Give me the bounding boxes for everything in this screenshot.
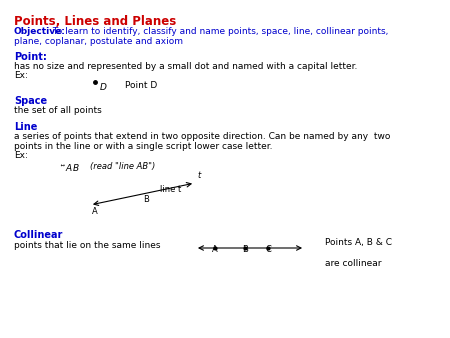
- Text: Ex:: Ex:: [14, 151, 28, 160]
- Text: has no size and represented by a small dot and named with a capital letter.: has no size and represented by a small d…: [14, 62, 357, 71]
- Text: To learn to identify, classify and name points, space, line, collinear points,: To learn to identify, classify and name …: [50, 27, 388, 36]
- Text: Line: Line: [14, 122, 37, 132]
- Text: Point:: Point:: [14, 52, 47, 62]
- Text: A: A: [212, 245, 218, 254]
- Text: A: A: [92, 207, 98, 216]
- Text: plane, coplanar, postulate and axiom: plane, coplanar, postulate and axiom: [14, 37, 183, 46]
- Text: Ex:: Ex:: [14, 71, 28, 80]
- Text: $D$: $D$: [99, 81, 108, 92]
- Text: Objective:: Objective:: [14, 27, 66, 36]
- Text: B: B: [143, 195, 149, 204]
- Text: C: C: [265, 245, 271, 254]
- Text: $\overleftrightarrow{AB}$: $\overleftrightarrow{AB}$: [60, 162, 80, 173]
- Text: are collinear: are collinear: [325, 259, 382, 268]
- Text: B: B: [242, 245, 248, 254]
- Text: points in the line or with a single script lower case letter.: points in the line or with a single scri…: [14, 142, 273, 151]
- Text: Collinear: Collinear: [14, 230, 63, 240]
- Text: Point D: Point D: [125, 81, 157, 90]
- Text: t: t: [197, 171, 200, 180]
- Text: a series of points that extend in two opposite direction. Can be named by any  t: a series of points that extend in two op…: [14, 132, 391, 141]
- Text: Space: Space: [14, 96, 47, 106]
- Text: the set of all points: the set of all points: [14, 106, 102, 115]
- Text: line t: line t: [160, 185, 181, 194]
- Text: points that lie on the same lines: points that lie on the same lines: [14, 241, 161, 250]
- Text: Points A, B & C: Points A, B & C: [325, 238, 392, 247]
- Text: (read "line AB"): (read "line AB"): [90, 162, 155, 171]
- Text: Points, Lines and Planes: Points, Lines and Planes: [14, 15, 176, 28]
